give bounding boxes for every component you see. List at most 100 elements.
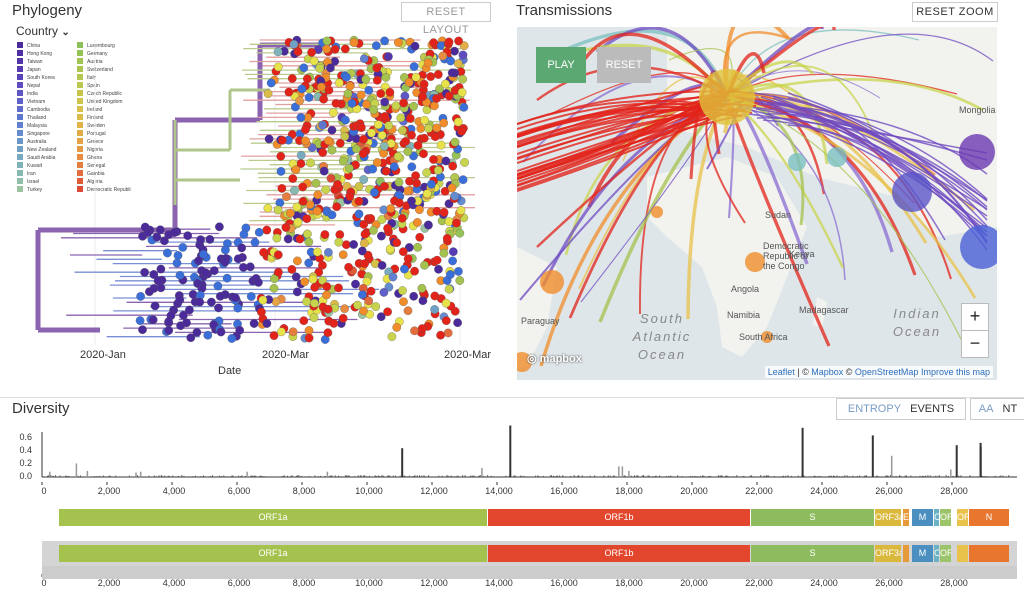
tree-tip [360,259,369,268]
map-reset-button[interactable]: RESET [597,47,651,83]
gene-orf1a[interactable]: ORF1a [59,509,487,526]
gene-m[interactable]: M [912,545,933,562]
osm-link[interactable]: OpenStreetMap [854,367,919,377]
improve-map-link[interactable]: Improve this map [920,367,990,377]
transmission-arc [776,101,988,208]
gene-m[interactable]: M [912,509,933,526]
tree-tip [318,276,327,285]
legend-item[interactable]: Taiwan [17,58,79,66]
legend-item[interactable]: Hong Kong [17,50,79,58]
tree-tip [376,312,386,322]
tree-tip [304,326,314,335]
genome-x-tick: 2,000 [97,486,121,496]
legend-item[interactable]: Malaysia [17,122,79,130]
y-tick-0-4: 0.4 [19,445,32,455]
tree-tip [413,218,422,227]
reset-layout-button[interactable]: RESET LAYOUT [401,2,491,36]
legend-item[interactable]: Turkey [17,186,79,194]
gene-s[interactable]: S [751,545,874,562]
mapbox-link[interactable]: Mapbox [811,367,844,377]
gene-n[interactable]: N [969,509,1009,526]
legend-item[interactable]: Saudi Arabia [17,154,79,162]
genome-axis-brush[interactable] [42,566,1017,579]
legend-item[interactable]: United Kingdom [77,98,139,106]
tree-tip [403,306,413,316]
legend-item[interactable]: Japan [17,66,79,74]
tree-tip [447,183,457,193]
legend-item[interactable]: Thailand [17,114,79,122]
legend-label: Cambodia [27,107,50,113]
tree-tip [188,290,198,299]
nt-toggle[interactable]: NT [1002,403,1018,415]
genome-x-tick: 24,000 [810,486,838,496]
tree-tip [276,167,286,176]
legend-item[interactable]: Cambodia [17,106,79,114]
map-canvas[interactable] [517,27,997,380]
legend-item[interactable]: India [17,90,79,98]
color-by-label: Country [16,24,59,38]
phylogeny-tree[interactable] [0,0,500,390]
reset-zoom-button[interactable]: RESET ZOOM [912,2,998,22]
tree-tip [456,206,466,215]
tree-tip [407,162,417,172]
legend-item[interactable]: Kuwait [17,162,79,170]
tree-tip [380,112,390,121]
legend-item[interactable]: Gambia [77,170,139,178]
aa-toggle[interactable]: AA [978,403,994,415]
legend-item[interactable]: Germany [77,50,139,58]
x-tick-jan: 2020-Jan [80,349,126,361]
gene-orf3a[interactable]: ORF3a [875,545,901,562]
tree-tip [327,145,337,155]
legend-item[interactable]: China [17,42,79,50]
gene-e[interactable]: E [903,509,909,526]
gene-orf6[interactable]: ORF6 [934,509,939,526]
zoom-out-button[interactable]: − [961,330,989,358]
tree-tip [422,168,432,177]
leaflet-link[interactable]: Leaflet [767,367,795,377]
legend-item[interactable]: Singapore [17,130,79,138]
gene-orf8[interactable]: ORF8 [957,509,968,526]
gene-orf7a[interactable]: ORF [940,545,951,562]
tree-tip [453,318,462,328]
gene-n[interactable] [969,545,1009,562]
gene-orf1b[interactable]: ORF1b [488,545,750,562]
gene-s[interactable]: S [751,509,874,526]
legend-item[interactable]: Switzerland [77,66,139,74]
legend-item[interactable]: South Korea [17,74,79,82]
gene-orf8[interactable] [957,545,968,562]
legend-item[interactable]: Czech Republic [77,90,139,98]
tree-tip [140,268,149,277]
tree-tip [386,204,396,213]
legend-item[interactable]: Democratic Republi [77,186,139,194]
legend-item[interactable]: Italy [77,74,139,82]
tree-tip [310,283,320,292]
legend-item[interactable]: Nepal [17,82,79,90]
color-by-dropdown[interactable]: Country ⌄ [16,24,70,38]
genome-x-tick: 10,000 [355,486,383,496]
entropy-toggle[interactable]: ENTROPY [847,403,902,415]
gene-orf7a[interactable]: ORF7a [940,509,951,526]
legend-item[interactable]: Spain [77,82,139,90]
legend-item[interactable]: Australia [17,138,79,146]
legend-item[interactable]: Portugal [77,130,139,138]
tree-tip [179,310,188,320]
y-tick-0-6: 0.6 [19,432,32,442]
play-button[interactable]: PLAY [536,47,586,83]
gene-e[interactable] [903,545,909,562]
legend-item[interactable]: Luxembourg [77,42,139,50]
events-toggle[interactable]: EVENTS [910,403,955,415]
legend-item[interactable]: Iran [17,170,79,178]
zoom-in-button[interactable]: + [961,303,989,331]
legend-item[interactable]: Israel [17,178,79,186]
gene-orf6[interactable]: ORF [934,545,939,562]
tree-tip [293,256,302,266]
tree-tip [371,41,381,51]
legend-item[interactable]: New Zealand [17,146,79,154]
legend-item[interactable]: Senegal [77,162,139,170]
gene-orf1b[interactable]: ORF1b [488,509,750,526]
transmission-map[interactable]: PLAY RESET Mongolia Sudan Democratic Rep… [517,27,997,380]
legend-item[interactable]: Vietnam [17,98,79,106]
gene-orf1a[interactable]: ORF1a [59,545,487,562]
gene-orf3a[interactable]: ORF3a [875,509,901,526]
legend-item[interactable]: Sweden [77,122,139,130]
